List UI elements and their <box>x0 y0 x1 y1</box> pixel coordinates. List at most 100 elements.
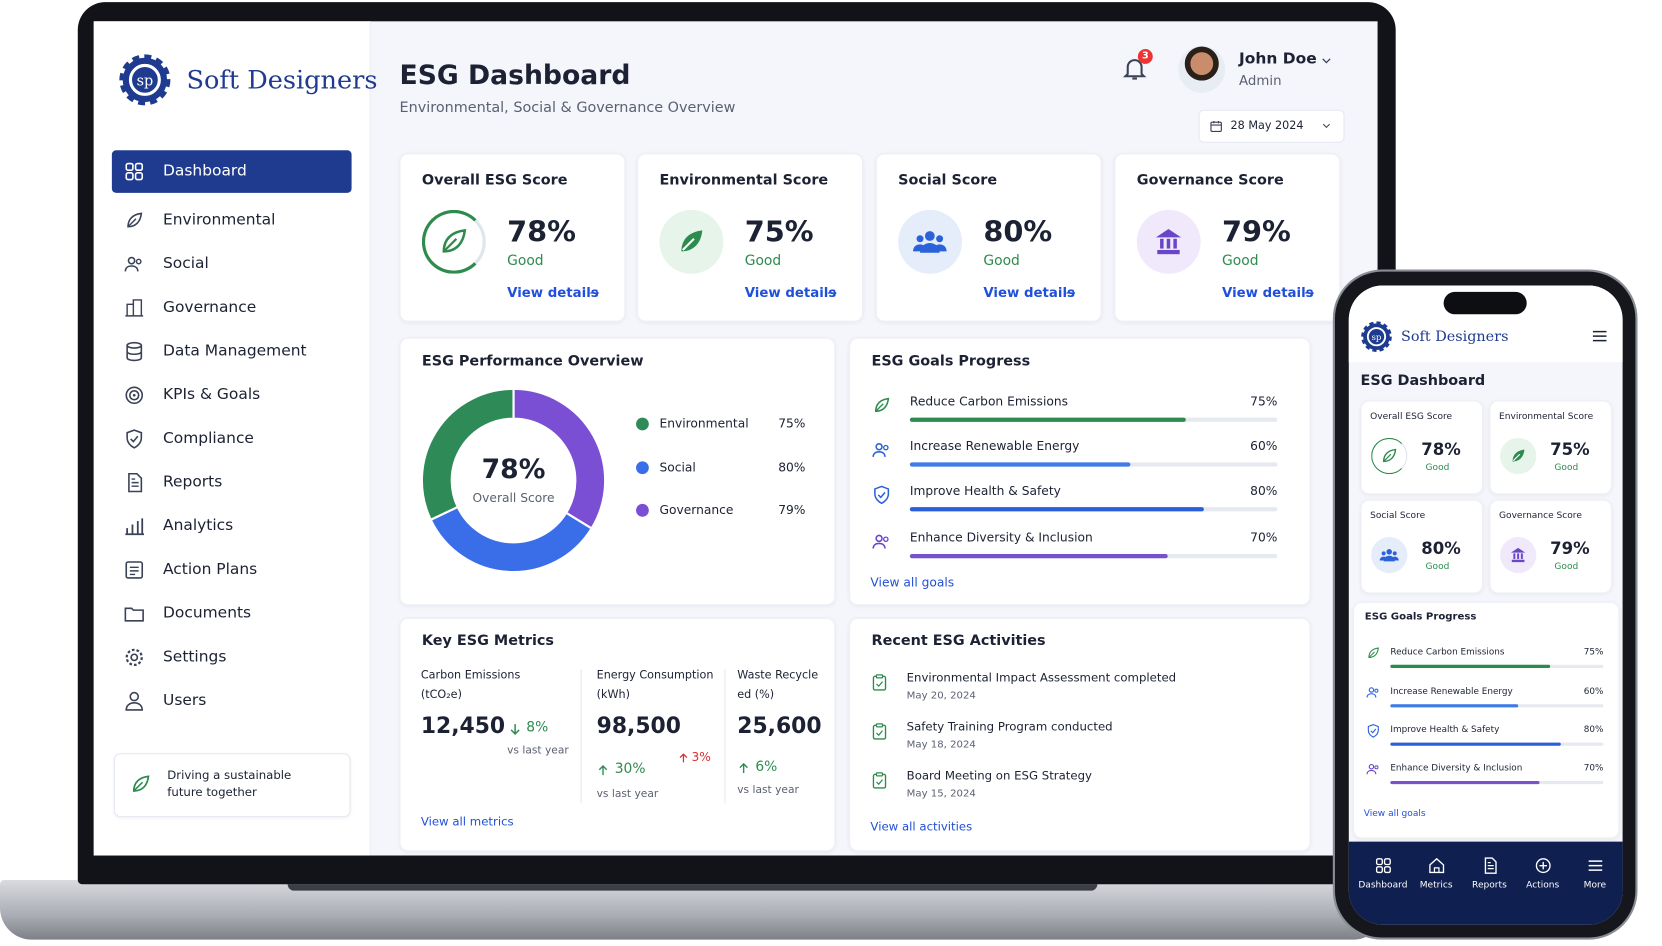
icon-part: sp <box>137 73 154 89</box>
view-all-activities[interactable]: View all activities <box>870 820 973 834</box>
nav-item[interactable]: Reports <box>163 473 223 491</box>
view-all-metrics[interactable]: View all metrics <box>420 814 514 829</box>
icon <box>1367 724 1379 738</box>
goal-name: Increase Renewable Energy <box>909 438 1080 454</box>
panel-title: ESG Performance Overview <box>421 352 644 370</box>
metric-alt-change: 3% <box>691 749 711 765</box>
view-details[interactable]: View details <box>1222 284 1314 301</box>
goal-bar <box>909 507 1204 512</box>
nav-item[interactable]: Governance <box>163 299 257 317</box>
icon-part <box>925 231 935 242</box>
icon-part <box>1368 651 1375 658</box>
view-all-goals[interactable]: View all goals <box>870 574 955 590</box>
mobile-nav-item[interactable]: More <box>1583 880 1607 891</box>
icon-part <box>134 172 144 181</box>
score-title: Governance Score <box>1136 171 1284 189</box>
goal-bar <box>909 554 1168 559</box>
mobile-view-all-goals[interactable]: View all goals <box>1363 808 1426 820</box>
mobile-score-title: Governance Score <box>1499 510 1582 522</box>
user-role: Admin <box>1239 72 1282 89</box>
mobile-nav-item[interactable]: Metrics <box>1419 880 1453 891</box>
icon-part <box>875 722 883 727</box>
icon-part <box>1511 547 1526 553</box>
icon-part <box>1305 289 1315 297</box>
nav-item[interactable]: Environmental <box>163 211 276 229</box>
mobile-nav-item[interactable]: Dashboard <box>1358 880 1408 891</box>
divider <box>580 669 582 804</box>
icon-part <box>1375 857 1383 865</box>
icon <box>126 341 143 362</box>
legend-dot <box>636 417 649 431</box>
mobile-score-value: 78% <box>1421 440 1461 460</box>
icon: sp <box>1361 321 1392 352</box>
view-details[interactable]: View details <box>744 284 837 301</box>
metric-compare: vs last year <box>596 788 659 801</box>
icon-part <box>134 162 144 171</box>
goal-name: Improve Health & Safety <box>1390 723 1500 735</box>
nav-item[interactable]: Documents <box>163 604 252 622</box>
nav-active[interactable] <box>111 150 352 193</box>
icon-part <box>1538 861 1547 869</box>
mobile-score-status: Good <box>1554 561 1579 573</box>
icon-part <box>1210 120 1221 126</box>
metric-label: Waste Recycle <box>737 669 819 682</box>
nav-item[interactable]: Data Management <box>163 342 307 360</box>
nav-item[interactable]: Settings <box>163 648 227 666</box>
legend-dot <box>636 503 649 517</box>
icon[interactable] <box>1590 327 1608 345</box>
icon-part <box>1322 123 1330 129</box>
activity-text: Environmental Impact Assessment complete… <box>906 670 1177 685</box>
icon-part <box>827 289 837 297</box>
metric-change: 30% <box>614 761 646 778</box>
nav-item[interactable]: Action Plans <box>163 561 258 579</box>
icon-part <box>125 648 143 667</box>
icon <box>128 472 143 493</box>
icon-part <box>874 397 889 412</box>
activity-date: May 15, 2024 <box>906 787 976 800</box>
nav-item[interactable]: Social <box>163 255 209 273</box>
icon-part <box>131 478 139 487</box>
legend-value: 75% <box>778 415 806 431</box>
icon: sp <box>119 54 171 106</box>
avatar <box>1178 45 1226 93</box>
icon-part <box>1370 728 1377 734</box>
icon <box>125 386 144 405</box>
icon-part <box>590 289 600 297</box>
goal-name: Reduce Carbon Emissions <box>1390 645 1505 657</box>
icon-part <box>1166 239 1171 249</box>
mobile-score-value: 80% <box>1421 539 1461 559</box>
icon-part <box>125 172 134 181</box>
goal-value: 70% <box>1583 762 1604 773</box>
metric-unit: (tCO₂e) <box>420 688 462 701</box>
nav-item[interactable]: Dashboard <box>163 162 247 180</box>
mobile-nav-item[interactable]: Actions <box>1526 880 1560 891</box>
badge <box>1137 49 1153 64</box>
icon-part <box>1513 453 1521 462</box>
icon <box>1122 59 1147 80</box>
date-picker[interactable] <box>1198 109 1345 143</box>
icon-part <box>1517 553 1520 560</box>
nav-item[interactable]: Analytics <box>163 517 234 535</box>
view-details[interactable]: View details <box>507 284 599 301</box>
mobile-score-title: Overall ESG Score <box>1370 411 1453 423</box>
icon-part <box>132 393 136 397</box>
nav-item[interactable]: Users <box>163 692 207 710</box>
view-details[interactable]: View details <box>983 284 1075 301</box>
icon <box>1368 647 1379 659</box>
mobile-nav-item[interactable]: Reports <box>1472 880 1507 891</box>
icon-part <box>133 781 144 792</box>
icon-part <box>1381 551 1386 556</box>
icon-part <box>127 218 137 228</box>
score-status: Good <box>1222 253 1259 270</box>
icon <box>125 299 144 317</box>
metric-label: Energy Consumption <box>596 669 714 682</box>
icon <box>124 607 144 622</box>
nav-item[interactable]: Compliance <box>163 430 254 448</box>
metric-unit: (kWh) <box>596 688 630 701</box>
icon <box>872 771 886 789</box>
icon <box>127 212 143 228</box>
icon <box>1366 687 1379 698</box>
icon-part <box>1535 857 1551 873</box>
icon-part <box>1487 861 1494 869</box>
nav-item[interactable]: KPIs & Goals <box>163 386 261 404</box>
